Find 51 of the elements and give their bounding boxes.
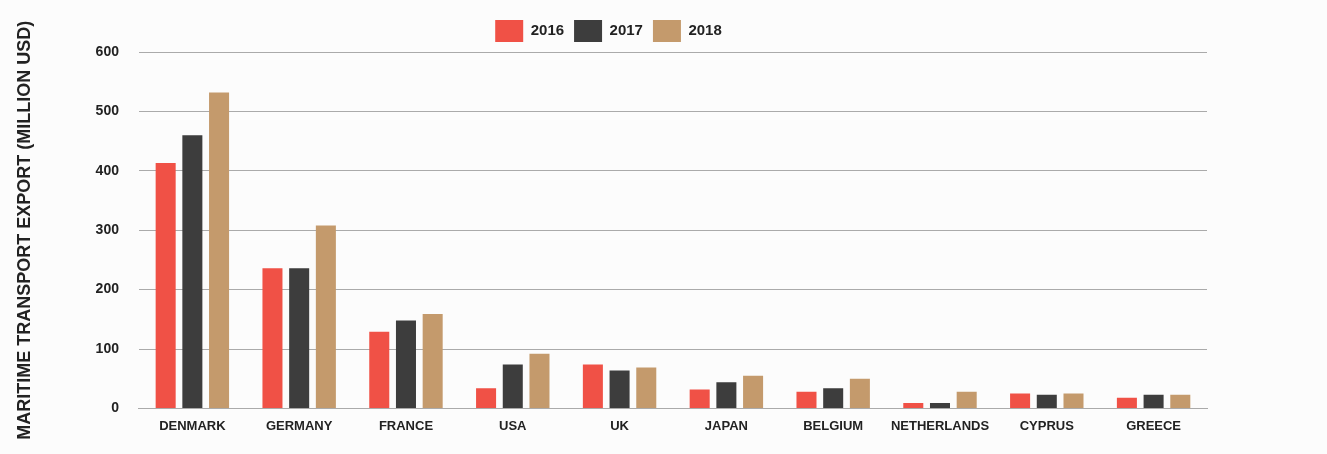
bar xyxy=(1170,394,1191,408)
y-tick-label: 100 xyxy=(95,339,120,356)
bar xyxy=(209,92,230,408)
y-tick-label: 500 xyxy=(95,102,120,119)
bar xyxy=(1116,397,1137,408)
x-tick-label: GERMANY xyxy=(265,417,333,433)
x-tick-label: FRANCE xyxy=(378,417,434,433)
bar xyxy=(315,225,336,408)
bar xyxy=(262,268,283,408)
bar xyxy=(689,389,710,408)
x-tick-label: DENMARK xyxy=(159,417,227,433)
x-tick-label: GREECE xyxy=(1126,417,1182,433)
bar xyxy=(182,135,203,408)
bar xyxy=(1143,394,1164,408)
bar xyxy=(743,375,764,408)
bar xyxy=(956,391,977,408)
bar xyxy=(849,378,870,408)
y-tick-label: 600 xyxy=(95,42,120,59)
y-tick-label: 400 xyxy=(95,161,120,178)
bar xyxy=(422,313,443,408)
bar xyxy=(476,388,497,408)
x-tick-label: USA xyxy=(499,417,528,433)
x-tick-label: BELGIUM xyxy=(803,417,864,433)
x-tick-label: JAPAN xyxy=(704,417,748,433)
bar xyxy=(289,268,310,408)
bar xyxy=(502,364,523,408)
x-tick-label: UK xyxy=(610,417,630,433)
bar xyxy=(903,403,924,408)
legend-label: 2016 xyxy=(530,21,565,39)
y-tick-label: 0 xyxy=(111,399,120,416)
x-tick-label: NETHERLANDS xyxy=(890,417,990,433)
bar xyxy=(636,367,657,408)
bar xyxy=(1036,394,1057,408)
y-tick-label: 200 xyxy=(95,280,120,297)
bar xyxy=(1010,393,1031,408)
bar xyxy=(1063,393,1084,408)
bar xyxy=(823,388,844,408)
bar xyxy=(369,331,390,408)
bar xyxy=(529,353,550,408)
y-tick-label: 300 xyxy=(95,221,120,238)
bar xyxy=(155,163,176,408)
bar xyxy=(395,320,416,408)
legend-label: 2018 xyxy=(688,21,722,39)
bar xyxy=(929,403,950,408)
bar xyxy=(582,364,603,408)
x-tick-label: CYPRUS xyxy=(1019,417,1075,433)
y-axis-title: MARITIME TRANSPORT EXPORT (MILLION USD) xyxy=(13,20,34,440)
bar xyxy=(716,382,737,408)
bar xyxy=(609,370,630,408)
legend-label: 2017 xyxy=(609,21,643,39)
bar xyxy=(796,391,817,408)
